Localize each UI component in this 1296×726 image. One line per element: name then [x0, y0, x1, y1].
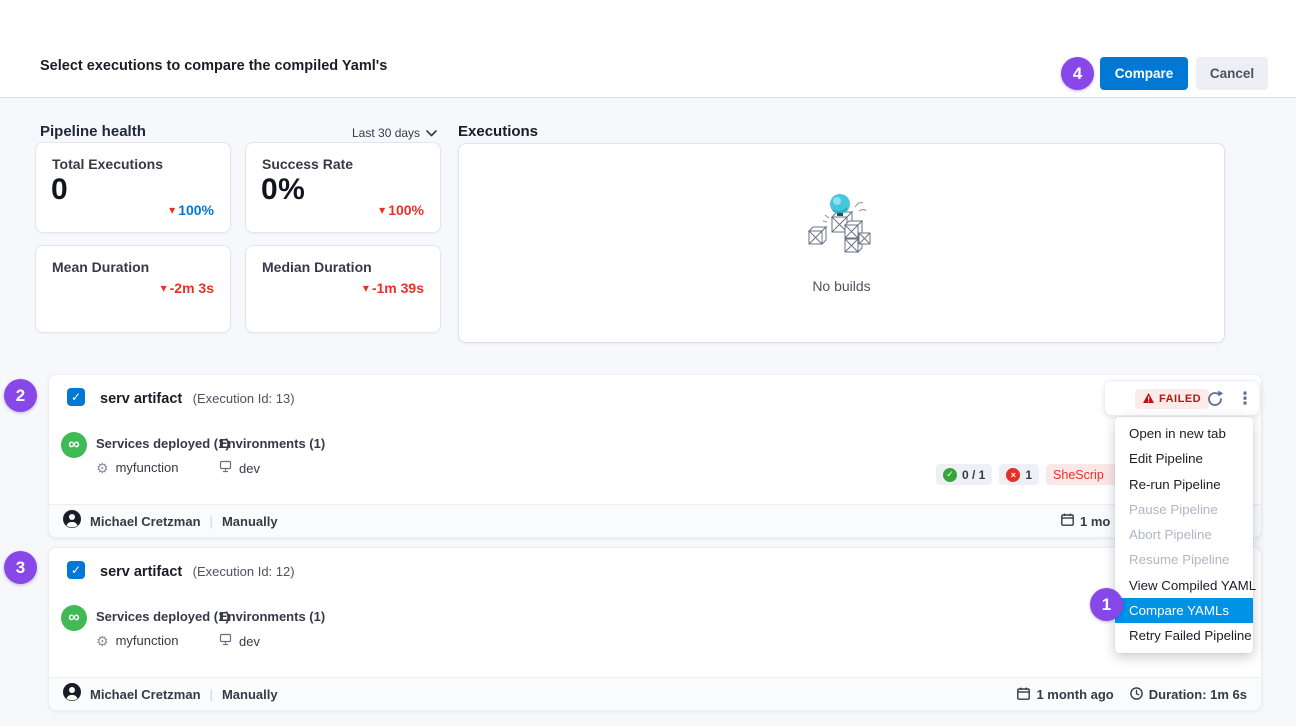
- menu-item-retry-failed-pipeline[interactable]: Retry Failed Pipeline: [1129, 628, 1252, 644]
- success-icon: ✓: [943, 467, 957, 482]
- date-range-select[interactable]: Last 30 days: [352, 126, 437, 140]
- date-range-label: Last 30 days: [352, 126, 421, 140]
- more-options-icon[interactable]: ⋮: [1236, 389, 1254, 408]
- no-builds-text: No builds: [812, 277, 871, 294]
- gear-icon: ⚙: [96, 459, 109, 476]
- avatar: [63, 682, 81, 706]
- environment-icon: [219, 460, 232, 476]
- metric-card-total-executions: Total Executions 0 ▾ 100%: [35, 142, 231, 233]
- annotation-badge-1: 1: [1090, 588, 1123, 621]
- trigger-type: Manually: [221, 513, 278, 529]
- services-deployed-label: Services deployed (1): [96, 609, 230, 624]
- metric-card-success-rate: Success Rate 0% ▾ 100%: [245, 142, 441, 233]
- metric-delta-value: 100%: [178, 202, 214, 218]
- pipeline-health-title: Pipeline health: [40, 123, 146, 140]
- menu-item-edit-pipeline[interactable]: Edit Pipeline: [1129, 451, 1203, 467]
- execution-duration: Duration: 1m 6s: [1129, 686, 1247, 703]
- execution-footer: Michael Cretzman | Manually 1 mo: [49, 504, 1261, 537]
- metric-delta-value: 100%: [388, 202, 424, 218]
- cd-stage-icon: ∞: [61, 605, 87, 631]
- trend-down-icon: ▾: [169, 203, 176, 217]
- menu-item-re-run-pipeline[interactable]: Re-run Pipeline: [1129, 476, 1221, 492]
- trend-down-icon: ▾: [160, 281, 167, 295]
- metric-delta-value: -1m 39s: [371, 280, 424, 296]
- execution-card-13[interactable]: ✓ serv artifact (Execution Id: 13) ∞ Ser…: [48, 374, 1262, 538]
- execution-time: 1 month ago: [1017, 687, 1114, 703]
- environments-label: Environments (1): [219, 609, 326, 624]
- executions-title: Executions: [458, 123, 539, 140]
- execution-name[interactable]: serv artifact: [100, 391, 183, 407]
- toolbar-divider: [0, 97, 1296, 98]
- avatar: [63, 509, 81, 533]
- execution-checkbox[interactable]: ✓: [67, 388, 85, 406]
- cancel-button[interactable]: Cancel: [1196, 57, 1268, 90]
- status-badge-failed: FAILED: [1135, 389, 1210, 409]
- annotation-badge-4: 4: [1061, 57, 1094, 90]
- trend-down-icon: ▾: [362, 281, 369, 295]
- annotation-badge-2: 2: [4, 379, 37, 412]
- rerun-icon[interactable]: [1203, 387, 1227, 411]
- execution-name[interactable]: serv artifact: [100, 564, 183, 580]
- service-item[interactable]: ⚙ myfunction: [96, 460, 178, 475]
- triggered-by: Michael Cretzman: [90, 513, 201, 529]
- compare-button[interactable]: Compare: [1100, 57, 1188, 90]
- menu-item-open-in-new-tab[interactable]: Open in new tab: [1129, 426, 1226, 441]
- triggered-by: Michael Cretzman: [90, 686, 201, 702]
- execution-footer: Michael Cretzman | Manually 1 month ago …: [49, 677, 1261, 710]
- service-name: myfunction: [115, 460, 179, 475]
- trigger-type: Manually: [221, 686, 278, 702]
- success-count-pill: ✓ 0 / 1: [936, 464, 993, 485]
- metric-delta-value: -2m 3s: [169, 280, 214, 296]
- environment-item[interactable]: dev: [219, 460, 260, 476]
- stage-tag-pill: SheScrip: [1046, 464, 1129, 485]
- services-deployed-label: Services deployed (1): [96, 436, 230, 451]
- service-item[interactable]: ⚙ myfunction: [96, 633, 178, 648]
- execution-id: (Execution Id: 13): [192, 391, 295, 406]
- execution-checkbox[interactable]: ✓: [67, 561, 85, 579]
- execution-card-12[interactable]: ✓ serv artifact (Execution Id: 12) ∞ Ser…: [48, 547, 1262, 711]
- execution-time: 1 mo: [1080, 514, 1111, 529]
- warning-icon: [1143, 392, 1154, 406]
- annotation-badge-3: 3: [4, 551, 37, 584]
- check-icon: ✓: [70, 390, 82, 404]
- failed-count-pill: × 1: [999, 464, 1040, 485]
- gear-icon: ⚙: [96, 632, 109, 649]
- cd-stage-icon: ∞: [61, 432, 87, 458]
- clock-icon: [1129, 686, 1143, 703]
- menu-item-compare-yamls[interactable]: Compare YAMLs: [1115, 598, 1253, 624]
- menu-item-abort-pipeline: Abort Pipeline: [1129, 527, 1212, 543]
- environments-label: Environments (1): [219, 436, 326, 451]
- metric-card-median-duration: Median Duration ▾ -1m 39s: [245, 245, 441, 333]
- page-title: Select executions to compare the compile…: [40, 58, 388, 74]
- error-icon: ×: [1006, 467, 1021, 482]
- environment-icon: [219, 633, 232, 649]
- environment-name: dev: [239, 460, 260, 476]
- check-icon: ✓: [70, 563, 82, 577]
- menu-item-pause-pipeline: Pause Pipeline: [1129, 501, 1218, 517]
- execution-actions-box: FAILED ⋮: [1104, 380, 1260, 416]
- no-builds-illustration: [799, 193, 885, 262]
- environment-name: dev: [239, 633, 260, 649]
- menu-item-resume-pipeline: Resume Pipeline: [1129, 552, 1230, 568]
- service-name: myfunction: [115, 633, 179, 648]
- menu-item-view-compiled-yaml[interactable]: View Compiled YAML: [1129, 577, 1257, 593]
- chevron-down-icon: [426, 126, 437, 140]
- calendar-icon: [1017, 687, 1031, 703]
- trend-down-icon: ▾: [379, 203, 386, 217]
- metric-card-mean-duration: Mean Duration ▾ -2m 3s: [35, 245, 231, 333]
- pipeline-context-menu: Open in new tab Edit Pipeline Re-run Pip…: [1115, 417, 1257, 653]
- calendar-icon: [1061, 513, 1074, 531]
- execution-id: (Execution Id: 12): [192, 564, 295, 579]
- executions-empty-panel: No builds: [458, 143, 1225, 343]
- environment-item[interactable]: dev: [219, 633, 260, 649]
